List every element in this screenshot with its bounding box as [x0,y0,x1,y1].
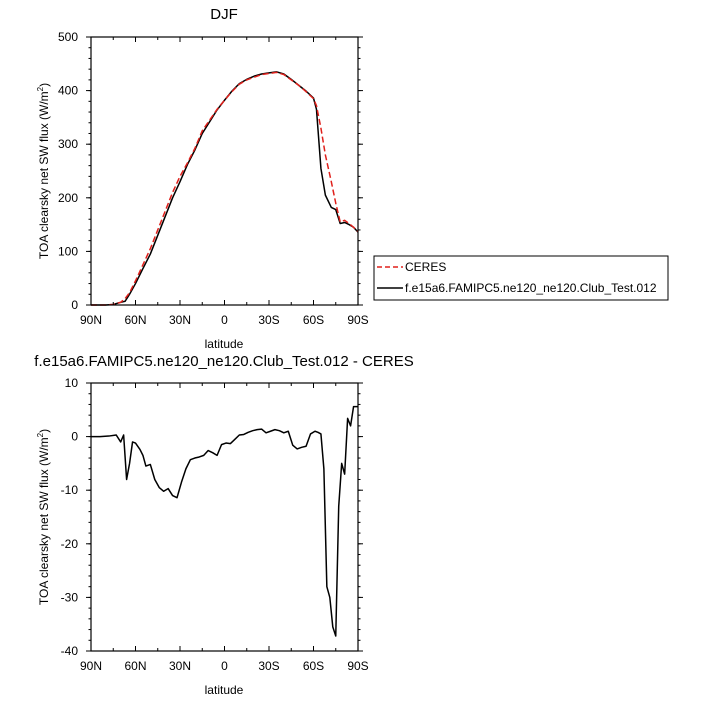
bottom-y-axis-label-sup: 2 [36,432,45,437]
bottom-y-tick-label: 0 [71,430,78,444]
bottom-x-tick-label: 90N [80,659,102,673]
top-y-axis-label-end: ) [37,83,51,87]
bottom-y-tick-label: -10 [61,483,79,497]
legend-box [373,255,669,301]
top-x-tick-label: 30S [258,313,279,327]
top-y-tick-label: 200 [58,191,78,205]
top-y-tick-label: 100 [58,244,78,258]
top-panel: DJF 90N 60N 30N 0 30S 60S 90S0100200300400500 … [36,6,669,351]
top-ticks: 90N 60N 30N 0 30S 60S 90S 0 100 200 300 400 500 [58,30,369,327]
bottom-y-tick-label: 10 [65,376,79,390]
top-x-tick-label: 60N [124,313,146,327]
top-y-axis-label-sup: 2 [36,86,45,91]
top-y-tick-label: 400 [58,84,78,98]
top-plot-frame [90,36,359,306]
top-y-axis-label-main: TOA clearsky net SW flux (W/m [37,91,51,259]
top-y-tick-label: 0 [71,298,78,312]
top-title: DJF [210,6,238,23]
top-y-tick-label: 300 [58,137,78,151]
top-x-tick-label: 90S [347,313,368,327]
top-y-tick-label: 500 [58,30,78,44]
bottom-y-axis-label: TOA clearsky net SW flux (W/m2) [36,429,51,605]
bottom-y-tick-label: -20 [61,537,79,551]
top-series-line-b [91,71,359,306]
top-x-axis-label: latitude [205,337,244,351]
legend: CERES f.e15a6.FAMIPC5.ne120_ne120.Club_T… [373,255,669,301]
bottom-y-tick-label: -30 [61,590,79,604]
legend-label-model: f.e15a6.FAMIPC5.ne120_ne120.Club_Test.01… [405,281,657,295]
bottom-x-tick-label: 30N [169,659,191,673]
top-x-tick-label: 0 [221,313,228,327]
bottom-y-axis-label-end: ) [37,429,51,433]
bottom-title: f.e15a6.FAMIPC5.ne120_ne120.Club_Test.01… [34,353,413,370]
top-x-tick-label: 60S [303,313,324,327]
legend-label-ceres: CERES [405,260,446,274]
top-series-line-a [91,71,359,306]
bottom-x-tick-label: 60N [124,659,146,673]
bottom-x-tick-label: 90S [347,659,368,673]
top-series-group [91,71,359,306]
bottom-panel: f.e15a6.FAMIPC5.ne120_ne120.Club_Test.01… [34,353,413,697]
bottom-series-group [91,405,358,637]
bottom-y-axis-label-main: TOA clearsky net SW flux (W/m [37,437,51,605]
bottom-x-tick-label: 0 [221,659,228,673]
bottom-ticks: 90N 60N 30N 0 30S 60S 90S -40 -30 -20 -10 0 10 [61,376,369,673]
top-x-tick-label: 30N [169,313,191,327]
top-y-axis-label: TOA clearsky net SW flux (W/m2) [36,83,51,259]
bottom-series-line-a [91,405,358,637]
top-x-tick-label: 90N [80,313,102,327]
bottom-x-tick-label: 30S [258,659,279,673]
bottom-y-tick-label: -40 [61,644,79,658]
bottom-x-tick-label: 60S [303,659,324,673]
bottom-plot-frame [90,382,359,652]
bottom-x-axis-label: latitude [205,683,244,697]
